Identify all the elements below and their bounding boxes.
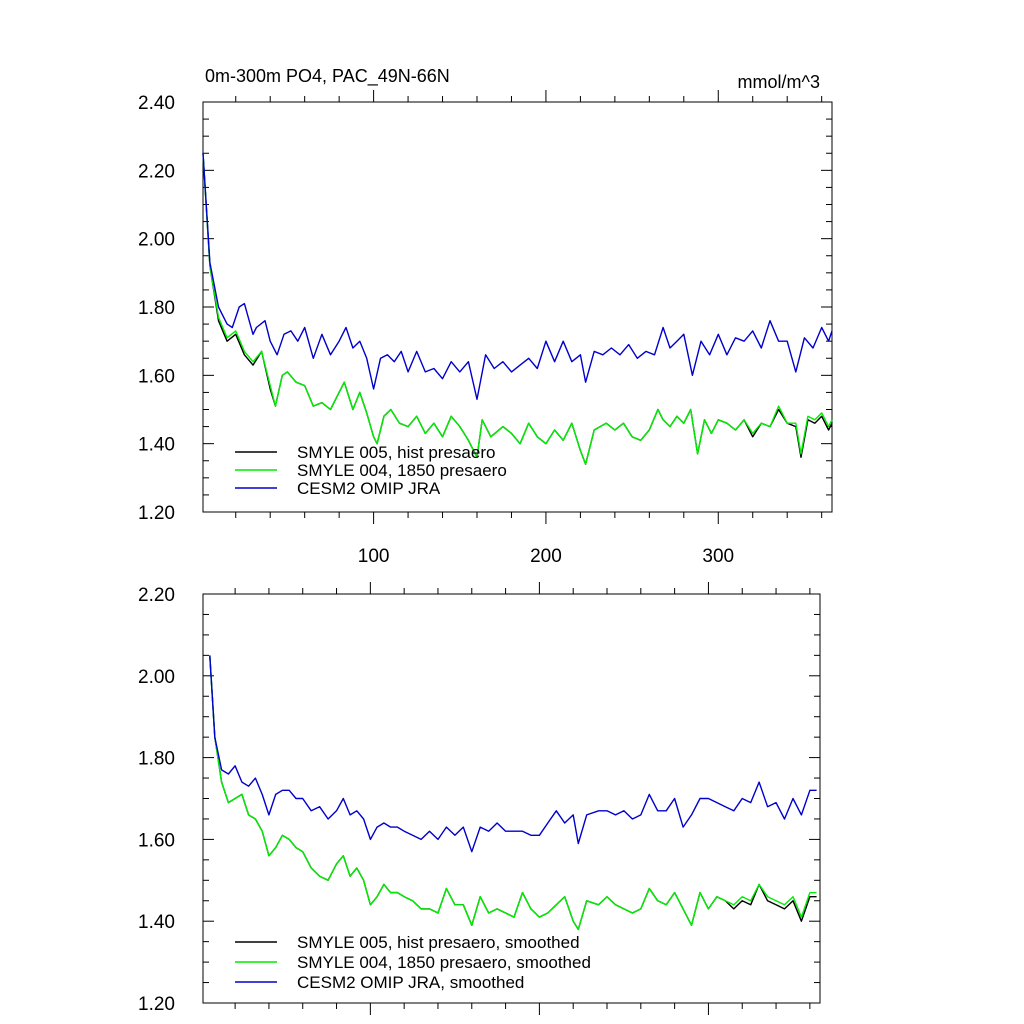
series-line: [210, 655, 817, 929]
y-tick-label: 2.40: [138, 93, 175, 114]
legend-entry: SMYLE 005, hist presaero, smoothed: [297, 933, 580, 952]
y-tick-label: 1.40: [138, 912, 175, 933]
y-tick-label: 1.40: [138, 435, 175, 456]
series-line: [203, 153, 832, 464]
y-tick-label: 1.20: [138, 503, 175, 524]
x-tick-label: 300: [702, 546, 734, 567]
series-line: [203, 153, 832, 399]
x-tick-label: 200: [530, 546, 562, 567]
series-line: [210, 655, 817, 851]
y-tick-label: 1.80: [138, 749, 175, 770]
y-tick-label: 1.60: [138, 366, 175, 387]
legend-entry: SMYLE 005, hist presaero: [297, 443, 495, 462]
y-tick-label: 1.60: [138, 830, 175, 851]
legend-entry: CESM2 OMIP JRA: [297, 479, 441, 498]
y-tick-label: 1.80: [138, 298, 175, 319]
legend-entry: SMYLE 004, 1850 presaero: [297, 461, 507, 480]
series-line: [210, 655, 817, 929]
units-label: mmol/m^3: [738, 72, 820, 92]
y-tick-label: 2.20: [138, 585, 175, 606]
legend-entry: SMYLE 004, 1850 presaero, smoothed: [297, 953, 591, 972]
y-tick-label: 2.00: [138, 230, 175, 251]
chart-bottom-smoothed: 1.20 1.40 1.60 1.80 2.00 2.20 SMYLE 005, hist …: [138, 582, 820, 1015]
y-tick-label: 2.20: [138, 161, 175, 182]
chart-title: 0m-300m PO4, PAC_49N-66N: [205, 66, 450, 87]
series-line: [203, 153, 832, 464]
y-tick-label: 1.20: [138, 994, 175, 1015]
y-tick-label: 2.00: [138, 667, 175, 688]
chart-top-raw: 1.20 1.40 1.60 1.80 2.00 2.20 2.40 100 200 300 0m-…: [138, 66, 832, 567]
x-tick-label: 100: [358, 546, 390, 567]
legend-entry: CESM2 OMIP JRA, smoothed: [297, 973, 524, 992]
